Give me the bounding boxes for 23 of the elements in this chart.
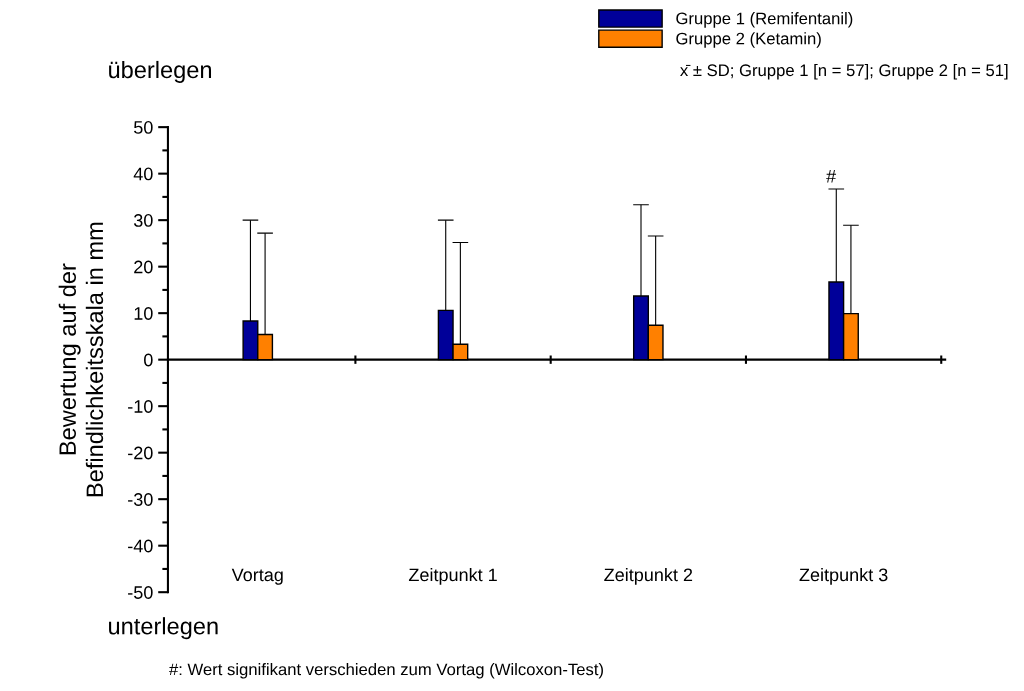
text: x̄ ± SD; Gruppe 1 [n = 57]; Gruppe 2 [n = 51] (680, 63, 1008, 80)
y-tick-label: 30 (133, 214, 153, 227)
legend-label: Gruppe 1 (Remifentanil) (676, 12, 853, 28)
y-axis-title: Bewertung auf der Befindlichkeitsskala in mm (58, 222, 104, 497)
text: unterlegen (109, 617, 218, 640)
y-tick-label: -20 (128, 446, 153, 460)
x-tick-label: Zeitpunkt 2 (604, 568, 693, 585)
legend-label: Gruppe 2 (Ketamin) (676, 32, 821, 48)
y-tick-label: 20 (134, 260, 153, 274)
y-tick-label: -40 (128, 539, 153, 553)
x-tick-label: Vortag (231, 568, 283, 585)
y-tick-label: -30 (128, 493, 153, 506)
text: überlegen (109, 60, 212, 83)
text: #: Wert signifikant verschieden zum Vortag (Wilcoxon-Test) (169, 663, 603, 679)
x-tick-label: Zeitpunkt 1 (408, 568, 497, 585)
x-tick-label: Zeitpunkt 3 (799, 568, 888, 585)
y-tick-label: -10 (128, 400, 153, 413)
y-tick-label: -50 (128, 586, 153, 599)
y-tick-label: 40 (133, 167, 153, 181)
y-tick-label: 10 (134, 307, 153, 320)
annotation: # (826, 170, 837, 183)
y-tick-label: 50 (133, 121, 153, 134)
y-tick-label: 0 (144, 353, 153, 367)
